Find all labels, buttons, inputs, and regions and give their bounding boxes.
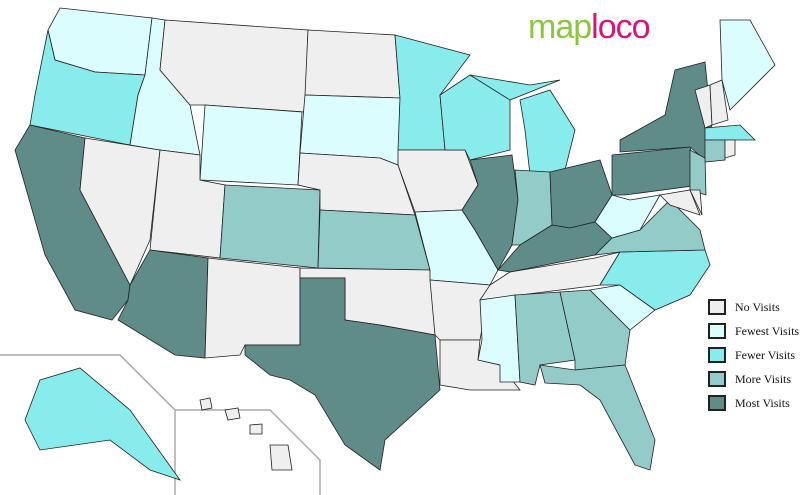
state-de[interactable] [689, 189, 703, 216]
state-ks[interactable] [317, 209, 431, 271]
state-fl[interactable] [539, 364, 656, 471]
state-nj[interactable] [689, 149, 707, 196]
state-hi[interactable] [269, 444, 293, 471]
legend-item-fewest: Fewest Visits [708, 319, 799, 343]
legend-label: No Visits [735, 299, 780, 314]
state-mi[interactable] [469, 74, 561, 101]
state-ma[interactable] [704, 124, 756, 141]
state-wy[interactable] [199, 104, 303, 186]
state-hi[interactable] [249, 423, 263, 435]
legend-label: Fewest Visits [735, 323, 800, 338]
legend: No Visits Fewest Visits Fewer Visits More V… [708, 295, 799, 415]
legend-swatch [708, 323, 726, 339]
legend-label: Most Visits [735, 395, 790, 410]
legend-swatch [708, 347, 726, 363]
state-tx[interactable] [244, 277, 441, 471]
state-md[interactable] [659, 189, 701, 216]
legend-swatch [708, 371, 726, 387]
inset-border [175, 409, 321, 495]
legend-swatch [708, 395, 726, 411]
state-hi[interactable] [199, 397, 213, 411]
state-me[interactable] [719, 19, 776, 111]
state-hi[interactable] [224, 407, 241, 421]
state-ct[interactable] [704, 139, 726, 163]
state-nh[interactable] [709, 79, 729, 126]
state-co[interactable] [219, 184, 321, 269]
state-pa[interactable] [611, 146, 701, 196]
state-ri[interactable] [724, 139, 736, 159]
state-mi[interactable] [519, 89, 576, 176]
legend-label: More Visits [735, 371, 792, 386]
legend-swatch [708, 299, 726, 315]
maploco-logo: maploco [528, 8, 651, 46]
legend-label: Fewer Visits [735, 347, 796, 362]
legend-item-more: More Visits [708, 367, 799, 391]
inset-border [0, 354, 176, 495]
legend-item-fewer: Fewer Visits [708, 343, 799, 367]
state-nd[interactable] [304, 29, 401, 99]
state-ny[interactable] [619, 61, 713, 161]
state-nm[interactable] [204, 257, 301, 359]
inset-borders [0, 354, 321, 495]
legend-item-most: Most Visits [708, 391, 799, 415]
state-ak[interactable] [24, 367, 182, 481]
legend-item-none: No Visits [708, 295, 799, 319]
